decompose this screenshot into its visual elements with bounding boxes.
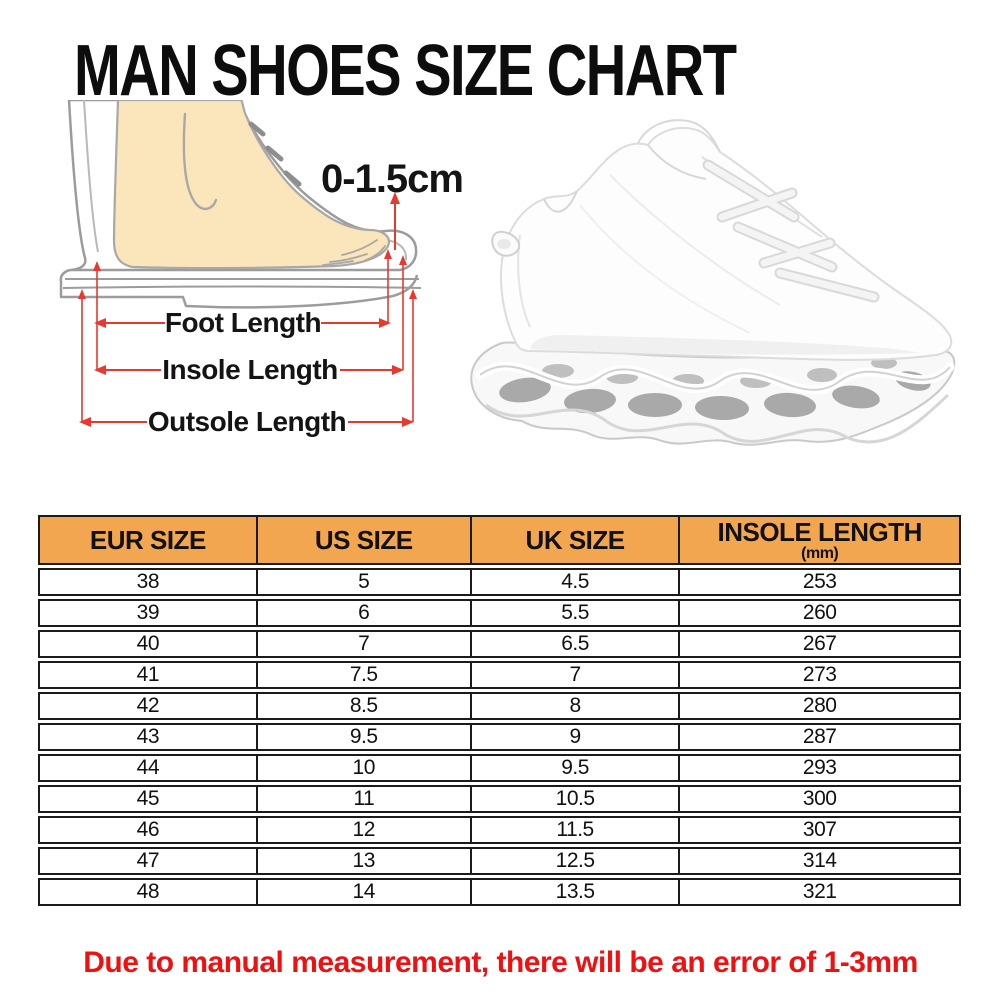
measure-arrowheads (78, 192, 417, 427)
uk-size-cell: 5.5 (471, 599, 681, 627)
uk-size-cell: 12.5 (471, 847, 681, 875)
size-table-row: 41 7.5 7 273 (38, 661, 961, 689)
uk-size-cell: 9 (471, 723, 681, 751)
us-size-cell: 7.5 (257, 661, 472, 689)
eur-size-cell: 41 (38, 661, 258, 689)
size-table-row: 48 14 13.5 321 (38, 878, 961, 906)
us-size-cell: 12 (257, 816, 472, 844)
size-table-row: 39 6 5.5 260 (38, 599, 961, 627)
us-size-cell: 8.5 (257, 692, 472, 720)
col-header-eur-size: EUR SIZE (38, 515, 258, 565)
insole-length-cell: 300 (680, 785, 961, 813)
us-size-cell: 7 (257, 630, 472, 658)
col-header-us-size: US SIZE (257, 515, 472, 565)
foot-length-label: Foot Length (165, 307, 321, 338)
table-header-row: EUR SIZE US SIZE UK SIZE INSOLE LENGTH (… (38, 515, 961, 565)
foot-illustration (112, 100, 391, 270)
uk-size-cell: 9.5 (471, 754, 681, 782)
insole-length-label: Insole Length (162, 354, 338, 385)
lace-hooks (248, 121, 302, 187)
sneaker-product-image (470, 119, 956, 446)
size-table-row: 42 8.5 8 280 (38, 692, 961, 720)
insole-length-header-text: INSOLE LENGTH (717, 516, 922, 547)
eur-size-cell: 48 (38, 878, 258, 906)
us-size-cell: 9.5 (257, 723, 472, 751)
eur-size-cell: 42 (38, 692, 258, 720)
toe-gap-label: 0-1.5cm (321, 157, 463, 201)
sneaker-upper (491, 119, 953, 361)
us-size-cell: 6 (257, 599, 472, 627)
measure-lines (81, 200, 414, 423)
size-table-row: 46 12 11.5 307 (38, 816, 961, 844)
outsole-length-label: Outsole Length (148, 406, 346, 437)
insole-length-unit: (mm) (801, 544, 839, 562)
insole-length-cell: 260 (680, 599, 961, 627)
insole-length-cell: 267 (680, 630, 961, 658)
us-size-cell: 5 (257, 568, 472, 596)
insole-length-cell: 307 (680, 816, 961, 844)
size-table-row: 38 5 4.5 253 (38, 568, 961, 596)
uk-size-cell: 4.5 (471, 568, 681, 596)
eur-size-cell: 40 (38, 630, 258, 658)
uk-size-cell: 10.5 (471, 785, 681, 813)
uk-size-cell: 13.5 (471, 878, 681, 906)
size-table: EUR SIZE US SIZE UK SIZE INSOLE LENGTH (… (38, 512, 961, 909)
size-table-row: 47 13 12.5 314 (38, 847, 961, 875)
size-table-row: 40 7 6.5 267 (38, 630, 961, 658)
foot-measurement-diagram: 0-1.5cm Foot Length Insole Length Outsol… (59, 100, 464, 437)
uk-size-cell: 8 (471, 692, 681, 720)
sole-lines (62, 100, 422, 289)
eur-size-cell: 39 (38, 599, 258, 627)
size-table-row: 43 9.5 9 287 (38, 723, 961, 751)
insole-length-cell: 293 (680, 754, 961, 782)
uk-size-cell: 7 (471, 661, 681, 689)
page-title: MAN SHOES SIZE CHART (74, 31, 737, 111)
insole-length-cell: 287 (680, 723, 961, 751)
eur-size-cell: 47 (38, 847, 258, 875)
insole-length-cell: 314 (680, 847, 961, 875)
col-header-insole-length: INSOLE LENGTH (mm) (680, 515, 961, 565)
col-header-uk-size: UK SIZE (471, 515, 681, 565)
uk-size-cell: 11.5 (471, 816, 681, 844)
size-table-row: 44 10 9.5 293 (38, 754, 961, 782)
uk-size-cell: 6.5 (471, 630, 681, 658)
insole-length-cell: 321 (680, 878, 961, 906)
sneaker-sole (470, 341, 956, 446)
eur-size-cell: 45 (38, 785, 258, 813)
us-size-cell: 14 (257, 878, 472, 906)
measurement-disclaimer: Due to manual measurement, there will be… (83, 946, 918, 979)
eur-size-cell: 46 (38, 816, 258, 844)
eur-size-cell: 44 (38, 754, 258, 782)
laces (702, 159, 880, 303)
us-size-cell: 11 (257, 785, 472, 813)
eur-size-cell: 38 (38, 568, 258, 596)
size-table-row: 45 11 10.5 300 (38, 785, 961, 813)
insole-length-cell: 273 (680, 661, 961, 689)
eur-size-cell: 43 (38, 723, 258, 751)
us-size-cell: 10 (257, 754, 472, 782)
toe-lines (322, 239, 386, 266)
us-size-cell: 13 (257, 847, 472, 875)
insole-length-cell: 253 (680, 568, 961, 596)
insole-length-cell: 280 (680, 692, 961, 720)
